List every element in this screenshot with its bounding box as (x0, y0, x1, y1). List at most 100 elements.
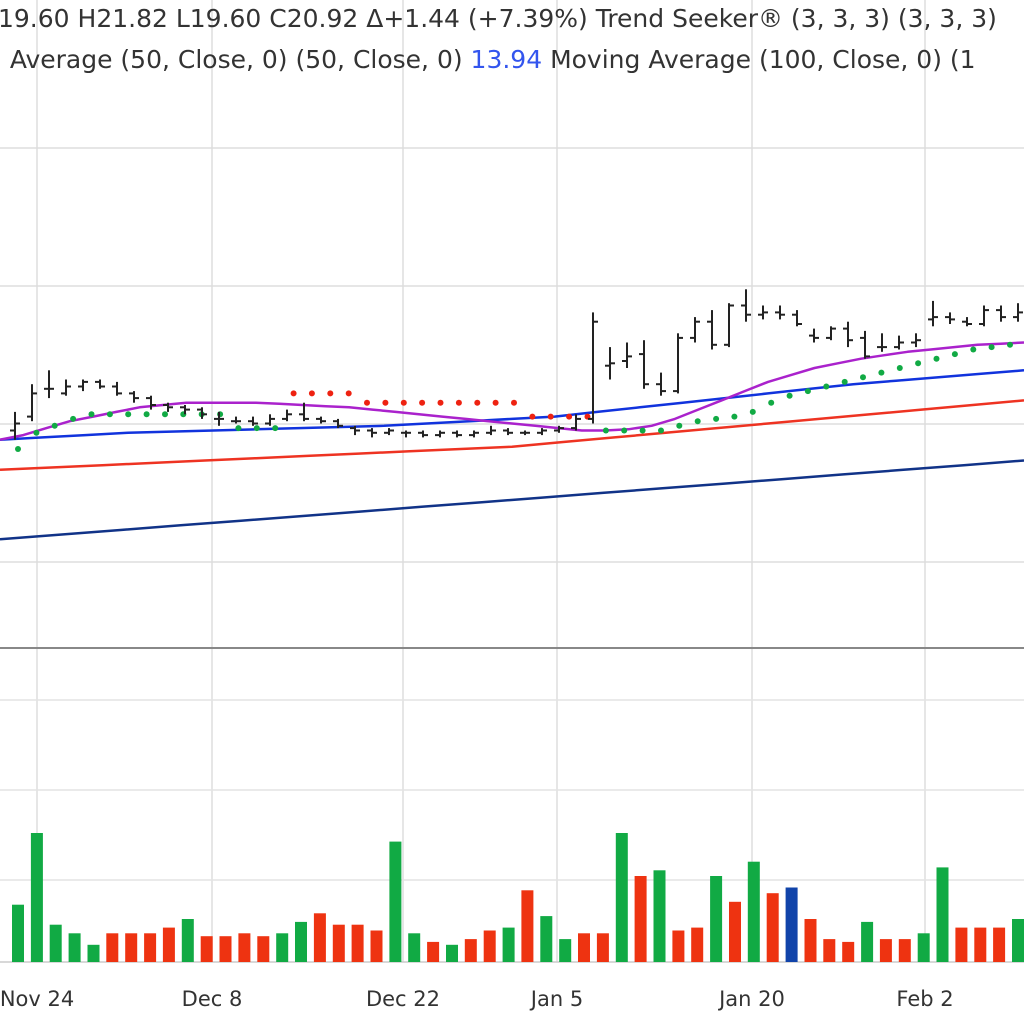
trend-dot-52 (970, 346, 977, 353)
volume-bar-5 (106, 933, 119, 962)
ohlc-bar-33 (571, 414, 581, 431)
ohlc-bar-1 (27, 384, 37, 422)
volume-bar-52 (993, 927, 1006, 962)
volume-bar-1 (30, 833, 43, 962)
trend-dot-29 (547, 413, 554, 420)
trend-dot-14 (272, 425, 279, 432)
volume-bar-8 (162, 927, 175, 962)
trend-dot-35 (658, 427, 664, 434)
trend-dot-37 (694, 418, 701, 425)
trend-dot-28 (529, 413, 536, 420)
ohlc-bar-15 (265, 414, 275, 426)
trend-dot-48 (896, 365, 903, 371)
ohlc-bar-50 (860, 330, 870, 359)
volume-bar-35 (672, 930, 685, 962)
ohlc-bar-5 (95, 379, 105, 389)
volume-bar-44 (842, 941, 855, 962)
ohlc-bar-16 (282, 409, 292, 422)
volume-bar-37 (710, 876, 723, 962)
volume-bar-39 (747, 861, 760, 962)
ohlc-bar-54 (928, 300, 938, 327)
ohlc-bar-28 (486, 425, 496, 436)
volume-bar-41 (785, 887, 798, 962)
trend-dot-36 (676, 422, 683, 429)
ma-100-line (0, 459, 1024, 541)
volume-bar-32 (615, 833, 628, 962)
trend-dot-43 (804, 388, 811, 395)
trend-dot-8 (162, 411, 168, 418)
ohlc-bar-44 (758, 305, 768, 320)
volume-bar-4 (87, 944, 100, 962)
ohlc-bar-23 (401, 430, 411, 438)
trend-dot-2 (51, 422, 58, 429)
trend-dot-24 (455, 399, 462, 406)
trend-dot-51 (951, 351, 958, 358)
ohlc-bar-26 (452, 430, 462, 438)
ohlc-bar-17 (299, 402, 309, 422)
volume-bar-16 (313, 913, 326, 962)
trend-dot-18 (345, 390, 352, 397)
volume-bar-40 (766, 893, 779, 962)
volume-bar-30 (578, 933, 590, 962)
volume-bar-18 (351, 924, 364, 962)
volume-bar-49 (936, 867, 949, 962)
trend-dot-27 (511, 399, 517, 406)
ohlc-bars (10, 289, 1023, 440)
trend-dot-19 (364, 399, 370, 406)
ohlc-bar-6 (112, 381, 122, 396)
ohlc-bar-45 (775, 305, 785, 320)
trend-dot-40 (749, 408, 756, 415)
volume-bar-17 (332, 924, 345, 962)
trend-dot-13 (253, 425, 260, 432)
volume-bar-0 (12, 904, 24, 962)
x-tick-label-2: Dec 22 (366, 987, 440, 1011)
ohlc-bar-37 (639, 340, 649, 389)
ohlc-bar-42 (724, 303, 734, 348)
ohlc-bar-36 (622, 342, 632, 368)
ohlc-bar-11 (197, 407, 207, 419)
volume-bar-14 (276, 933, 289, 962)
volume-bar-12 (238, 933, 251, 962)
volume-bar-50 (955, 927, 968, 962)
volume-bar-47 (898, 939, 911, 962)
volume-bar-45 (861, 921, 874, 962)
ohlc-bar-41 (707, 310, 717, 350)
trend-dot-46 (860, 374, 866, 381)
trend-dot-30 (566, 413, 573, 420)
header-line-2-b: Moving Average (100, Close, 0) (1 (542, 45, 975, 74)
trend-dot-1 (33, 429, 40, 436)
trend-dot-33 (621, 427, 628, 434)
volume-bar-10 (200, 936, 213, 962)
ohlc-bar-18 (316, 416, 326, 424)
ohlc-bar-7 (129, 391, 139, 403)
ohlc-bar-19 (333, 418, 343, 429)
trend-dot-7 (143, 411, 150, 418)
ohlc-bar-29 (503, 428, 513, 436)
ohlc-bar-0 (10, 411, 20, 440)
trend-dot-25 (474, 399, 481, 406)
ohlc-bar-46 (792, 310, 802, 327)
volume-bar-11 (219, 936, 232, 962)
volume-bar-20 (389, 841, 402, 962)
volume-bar-48 (917, 933, 930, 962)
volume-bar-2 (49, 924, 62, 962)
volume-bar-53 (1012, 919, 1024, 962)
trend-dot-39 (731, 413, 738, 420)
volume-bar-25 (483, 930, 496, 962)
volume-bar-13 (257, 936, 270, 962)
volume-bar-24 (464, 939, 477, 962)
header-line-2-a: g Average (50, Close, 0) (50, Close, 0) (0, 45, 471, 74)
trend-dot-15 (290, 390, 297, 397)
volume-bar-46 (879, 939, 892, 962)
ohlc-bar-40 (690, 317, 700, 343)
ohlc-bar-53 (911, 333, 921, 348)
volume-bar-34 (653, 870, 666, 962)
header-ma50-value: 13.94 (471, 45, 543, 74)
volume-bar-22 (427, 941, 440, 962)
trend-dot-32 (602, 427, 609, 434)
ohlc-bar-14 (248, 416, 258, 426)
trend-dot-20 (382, 399, 389, 406)
trend-dot-42 (786, 392, 793, 399)
trend-dot-53 (988, 344, 995, 351)
